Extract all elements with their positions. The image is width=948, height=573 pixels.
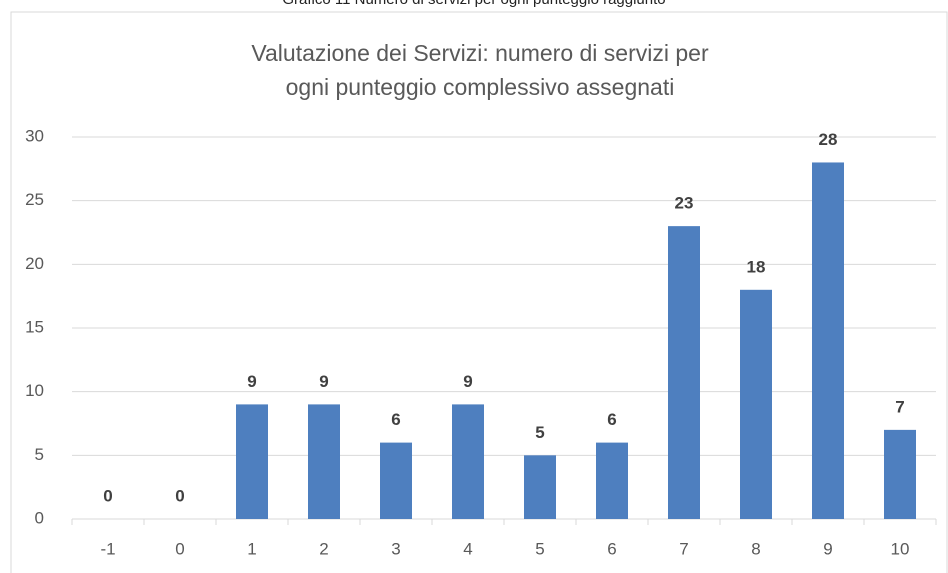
bar	[524, 455, 556, 519]
bar	[884, 429, 916, 519]
x-tick-label: 5	[535, 539, 544, 558]
data-label: 6	[391, 410, 400, 429]
x-tick-label: -1	[100, 539, 115, 558]
bar	[668, 226, 700, 519]
data-label: 18	[747, 257, 766, 276]
data-label: 9	[319, 372, 328, 391]
y-tick-label: 10	[25, 381, 44, 400]
x-tick-label: 0	[175, 539, 184, 558]
x-tick-label: 4	[463, 539, 472, 558]
bar	[452, 404, 484, 519]
data-label: 7	[895, 397, 904, 416]
data-label: 6	[607, 410, 616, 429]
data-label: 5	[535, 423, 544, 442]
bar	[812, 162, 844, 519]
y-tick-label: 15	[25, 317, 44, 336]
y-tick-label: 25	[25, 190, 44, 209]
x-tick-label: 8	[751, 539, 760, 558]
data-label: 9	[463, 372, 472, 391]
bar	[596, 442, 628, 519]
x-tick-label: 9	[823, 539, 832, 558]
data-label: 9	[247, 372, 256, 391]
x-tick-label: 6	[607, 539, 616, 558]
y-tick-label: 5	[35, 445, 44, 464]
x-tick-label: 3	[391, 539, 400, 558]
x-tick-label: 10	[891, 539, 910, 558]
data-label: 0	[103, 486, 112, 505]
bar	[236, 404, 268, 519]
chart-title: Valutazione dei Servizi: numero di servi…	[251, 40, 709, 100]
bar	[380, 442, 412, 519]
data-label: 28	[819, 130, 838, 149]
bar	[308, 404, 340, 519]
data-label: 0	[175, 486, 184, 505]
data-label: 23	[675, 194, 694, 213]
y-tick-label: 0	[35, 508, 44, 527]
bar	[740, 289, 772, 519]
y-tick-label: 20	[25, 254, 44, 273]
x-tick-label: 2	[319, 539, 328, 558]
caption: Grafico 11 Numero di servizi per ogni pu…	[0, 0, 948, 8]
y-tick-label: 30	[25, 126, 44, 145]
x-tick-label: 1	[247, 539, 256, 558]
chart-border	[10, 11, 948, 573]
x-tick-label: 7	[679, 539, 688, 558]
